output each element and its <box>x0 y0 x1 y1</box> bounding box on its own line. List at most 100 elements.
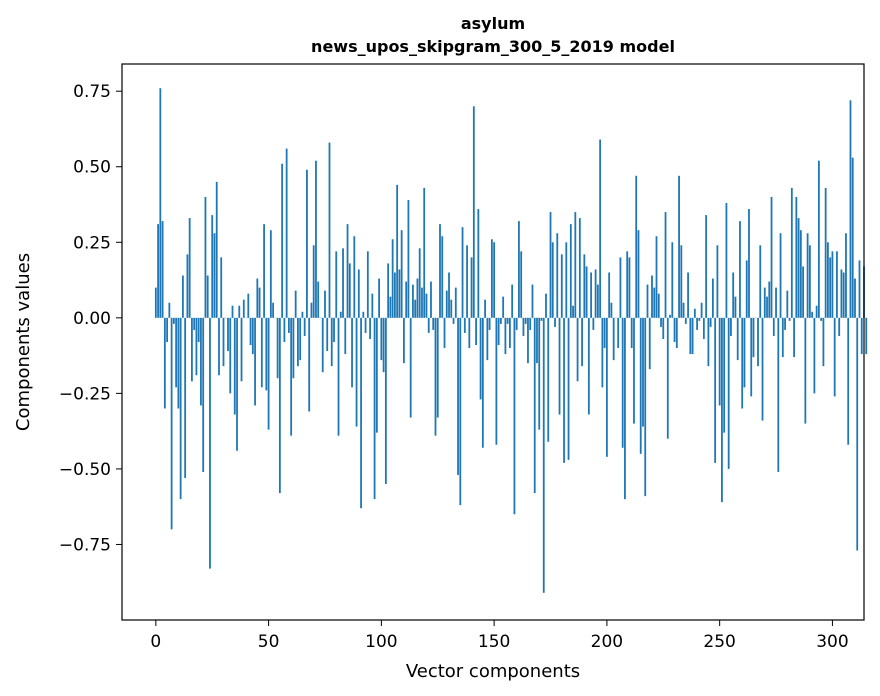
bar <box>200 317 202 406</box>
bar <box>678 175 680 318</box>
bar <box>680 245 683 318</box>
bar <box>393 272 396 318</box>
bar <box>617 317 620 349</box>
bar <box>445 290 448 318</box>
bar <box>276 317 279 379</box>
bar <box>459 317 462 506</box>
x-axis: 0 50 100 150 200 250 300 <box>150 620 849 652</box>
bar <box>391 239 394 318</box>
bar <box>732 272 735 318</box>
bar <box>297 317 299 367</box>
bar <box>166 317 168 342</box>
bar <box>664 212 667 318</box>
chart-title-line1: asylum <box>461 14 525 33</box>
bar <box>545 293 547 318</box>
bar <box>211 215 214 318</box>
bar <box>337 317 340 436</box>
bar <box>206 275 209 318</box>
bar <box>781 317 784 358</box>
bar <box>556 233 559 318</box>
bar <box>441 236 444 318</box>
bar <box>849 100 852 318</box>
bar <box>502 296 505 318</box>
bar <box>759 245 762 318</box>
bar <box>509 317 511 349</box>
bar <box>572 305 574 318</box>
bar <box>734 296 737 318</box>
bar <box>520 251 523 318</box>
bar <box>432 317 435 330</box>
bar <box>648 317 651 370</box>
bar <box>860 317 863 355</box>
bar <box>256 278 259 318</box>
bar <box>666 317 669 439</box>
bar <box>236 317 238 451</box>
bar <box>472 106 475 318</box>
bar <box>808 245 811 318</box>
bar <box>315 160 317 318</box>
bar <box>547 317 550 442</box>
bar <box>560 254 563 318</box>
bar <box>799 230 802 318</box>
bar <box>490 239 493 318</box>
bar <box>637 230 640 318</box>
bar <box>186 254 189 318</box>
y-tick-label: 0.50 <box>73 158 111 178</box>
bar <box>159 88 162 318</box>
bar <box>233 317 236 415</box>
bar <box>833 317 836 397</box>
bar <box>587 317 590 415</box>
bar <box>463 317 466 333</box>
y-tick-label: −0.25 <box>59 384 111 404</box>
bar <box>366 251 369 318</box>
bar <box>439 224 441 318</box>
y-tick-label: −0.75 <box>59 535 111 555</box>
x-tick-label: 50 <box>258 632 280 652</box>
bar <box>592 317 595 330</box>
bar <box>499 317 502 324</box>
bar <box>635 175 638 318</box>
bar <box>267 317 270 430</box>
bar <box>436 317 439 418</box>
bar <box>321 317 324 373</box>
bar <box>536 317 538 364</box>
bar <box>784 317 786 330</box>
bar <box>691 317 694 355</box>
bar <box>227 317 229 352</box>
bar <box>179 317 182 500</box>
bar <box>705 215 708 318</box>
bar <box>824 187 827 318</box>
bar <box>384 317 387 485</box>
bar <box>531 284 534 318</box>
bar <box>416 278 419 318</box>
x-tick-label: 150 <box>478 632 510 652</box>
bar <box>653 287 656 318</box>
bar <box>569 224 572 318</box>
bar <box>427 317 430 333</box>
bar <box>684 317 687 324</box>
bar <box>251 317 254 355</box>
bar <box>351 317 353 388</box>
bar <box>421 287 423 318</box>
bar <box>563 317 565 463</box>
bar <box>567 317 570 460</box>
bar <box>594 269 597 318</box>
bar <box>865 317 868 355</box>
x-tick-label: 100 <box>365 632 397 652</box>
bar <box>220 257 223 318</box>
bar <box>497 317 500 346</box>
bar <box>549 212 552 318</box>
bar <box>689 317 692 355</box>
bar <box>716 245 719 318</box>
bar <box>836 251 838 318</box>
bar <box>757 317 759 367</box>
bar <box>380 317 383 361</box>
y-axis-label: Components values <box>13 253 34 431</box>
bar <box>479 317 482 400</box>
bar <box>364 317 367 333</box>
bar <box>693 308 696 318</box>
bar <box>222 317 225 367</box>
bar <box>657 293 660 318</box>
